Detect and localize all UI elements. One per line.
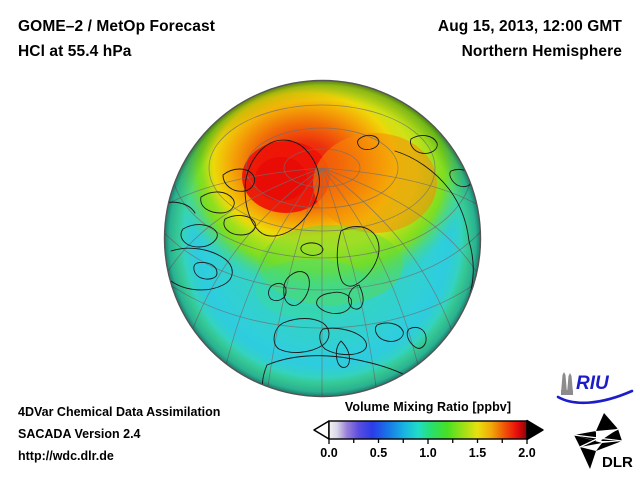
riu-logo: RIU: [556, 369, 636, 409]
plot-title-instrument: GOME–2 / MetOp Forecast: [18, 18, 215, 35]
riu-logo-svg: RIU: [556, 372, 634, 405]
colorbar-ticks: [328, 439, 528, 444]
globe-field: [164, 80, 481, 397]
dlr-wordmark: DLR: [602, 454, 633, 471]
colorbar-title: Volume Mixing Ratio [ppbv]: [344, 400, 512, 414]
cathedral-icon: [561, 372, 573, 395]
globe-outline: [163, 79, 482, 398]
colorbar-tick-labels: 0.0 0.5 1.0 1.5 2.0: [312, 446, 544, 464]
colorbar-tick-4: 2.0: [518, 446, 536, 460]
header-right: Aug 15, 2013, 12:00 GMT Northern Hemisph…: [438, 14, 622, 64]
plot-title-species-level: HCl at 55.4 hPa: [18, 43, 132, 60]
colorbar-under-arrow: [313, 420, 330, 440]
hemisphere-label: Northern Hemisphere: [461, 43, 622, 60]
dlr-star-icon: [573, 413, 623, 469]
globe-map: [163, 79, 482, 398]
colorbar-tick-2: 1.0: [419, 446, 437, 460]
colorbar-tick-0: 0.0: [320, 446, 338, 460]
riu-wordmark: RIU: [576, 373, 610, 394]
colorbar-gradient: [328, 420, 528, 440]
valid-time-label: Aug 15, 2013, 12:00 GMT: [437, 18, 622, 35]
credit-method: 4DVar Chemical Data Assimilation: [18, 405, 221, 419]
dlr-logo: DLR: [566, 411, 636, 473]
header-left: GOME–2 / MetOp Forecast HCl at 55.4 hPa: [18, 14, 215, 64]
colorbar-tick-1: 0.5: [369, 446, 388, 460]
colorbar-swatch: [313, 419, 544, 444]
globe-svg: [163, 79, 482, 398]
riu-swoosh-icon: [556, 389, 634, 405]
dlr-logo-svg: DLR: [573, 413, 633, 471]
credit-version: SACADA Version 2.4: [18, 427, 141, 441]
colorbar-tick-3: 1.5: [468, 446, 487, 460]
colorbar: Volume Mixing Ratio [ppbv]: [312, 400, 544, 464]
footer-credits: 4DVar Chemical Data Assimilation SACADA …: [18, 401, 220, 467]
credit-url: http://wdc.dlr.de: [18, 449, 114, 463]
colorbar-over-arrow: [526, 419, 544, 441]
